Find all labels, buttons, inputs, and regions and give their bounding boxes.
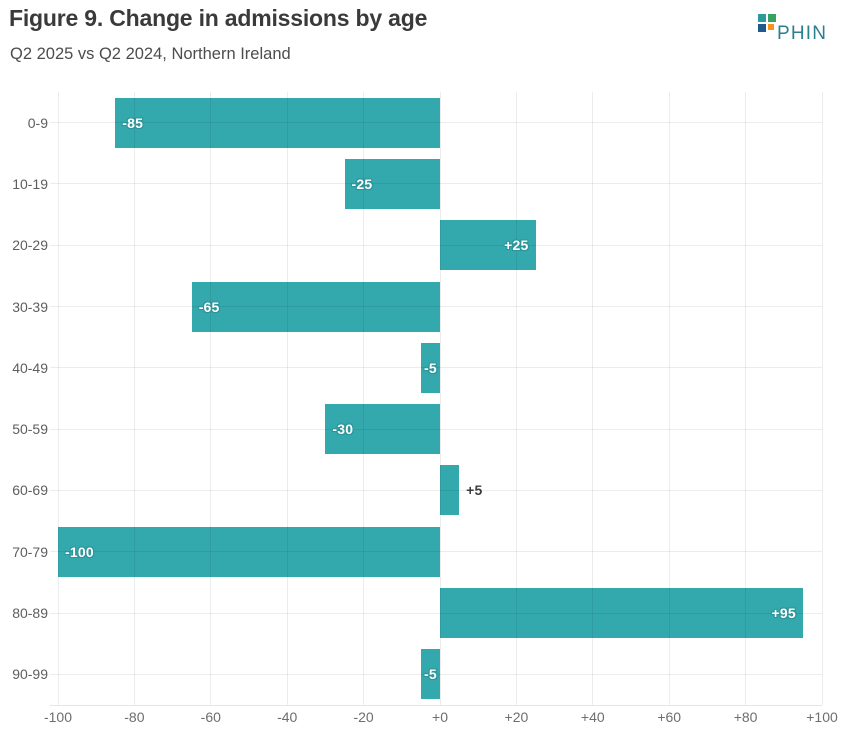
x-axis-label: +0 bbox=[432, 709, 448, 725]
gridline-vertical bbox=[745, 92, 747, 705]
x-axis-label: -40 bbox=[277, 709, 298, 725]
bar-value-label: -30 bbox=[332, 421, 354, 438]
bar-value-label: -85 bbox=[122, 114, 144, 131]
gridline-horizontal bbox=[50, 122, 822, 124]
phin-logo-icon bbox=[758, 14, 778, 34]
bar-value-label: -100 bbox=[65, 543, 94, 560]
phin-logo-text: PHIN bbox=[777, 23, 828, 44]
logo-square-blue bbox=[758, 24, 766, 32]
y-axis-label: 40-49 bbox=[12, 359, 48, 376]
x-axis-label: +60 bbox=[657, 709, 682, 725]
bar bbox=[440, 588, 803, 639]
bar bbox=[420, 649, 440, 700]
gridline-vertical bbox=[821, 92, 823, 705]
gridline-horizontal bbox=[50, 367, 822, 369]
gridline-horizontal bbox=[50, 306, 822, 308]
bar bbox=[58, 526, 440, 577]
x-axis-label: -60 bbox=[200, 709, 221, 725]
bar bbox=[325, 404, 440, 455]
y-axis-label: 60-69 bbox=[12, 482, 48, 499]
bar-value-label: -5 bbox=[424, 359, 437, 376]
x-axis-line bbox=[50, 705, 822, 706]
gridline-horizontal bbox=[50, 612, 822, 614]
bar-value-label: -65 bbox=[198, 298, 220, 315]
gridline-vertical bbox=[286, 92, 288, 705]
bar bbox=[191, 281, 440, 332]
gridline-vertical bbox=[210, 92, 212, 705]
gridline-horizontal bbox=[50, 551, 822, 553]
gridline-horizontal bbox=[50, 244, 822, 246]
y-axis-label: 50-59 bbox=[12, 421, 48, 438]
y-axis-label: 70-79 bbox=[12, 543, 48, 560]
x-axis-label: +80 bbox=[733, 709, 758, 725]
gridline-vertical bbox=[133, 92, 135, 705]
gridline-vertical bbox=[592, 92, 594, 705]
gridline-vertical bbox=[515, 92, 517, 705]
chart-title: Figure 9. Change in admissions by age bbox=[9, 5, 428, 31]
y-axis-label: 90-99 bbox=[12, 666, 48, 683]
logo-square-orange bbox=[768, 24, 774, 30]
y-axis-label: 80-89 bbox=[12, 605, 48, 622]
bar bbox=[115, 97, 440, 148]
gridline-vertical bbox=[439, 92, 441, 705]
gridline-horizontal bbox=[50, 673, 822, 675]
x-axis-label: -20 bbox=[353, 709, 374, 725]
bar bbox=[440, 465, 460, 516]
logo-square-green bbox=[768, 14, 776, 22]
x-axis-label: +100 bbox=[806, 709, 838, 725]
x-axis-label: +20 bbox=[504, 709, 529, 725]
x-axis-label: +40 bbox=[580, 709, 605, 725]
gridline-horizontal bbox=[50, 489, 822, 491]
gridline-vertical bbox=[363, 92, 365, 705]
y-axis-label: 30-39 bbox=[12, 298, 48, 315]
x-axis-label: -100 bbox=[43, 709, 73, 725]
chart-subtitle: Q2 2025 vs Q2 2024, Northern Ireland bbox=[10, 45, 291, 63]
bar-value-label: +95 bbox=[771, 605, 796, 622]
gridline-horizontal bbox=[50, 183, 822, 185]
bar-value-label: -5 bbox=[424, 666, 437, 683]
logo-square-teal bbox=[758, 14, 766, 22]
y-axis-label: 10-19 bbox=[12, 175, 48, 192]
bar-value-label: +5 bbox=[466, 482, 483, 499]
bar bbox=[420, 342, 440, 393]
gridline-vertical bbox=[57, 92, 59, 705]
bar-value-label: +25 bbox=[504, 237, 529, 254]
gridline-horizontal bbox=[50, 428, 822, 430]
bar bbox=[440, 220, 536, 271]
bar bbox=[344, 158, 440, 209]
x-axis-label: -80 bbox=[124, 709, 145, 725]
bar-value-label: -25 bbox=[351, 175, 373, 192]
gridline-vertical bbox=[668, 92, 670, 705]
phin-logo: PHIN bbox=[756, 12, 842, 46]
y-axis-label: 0-9 bbox=[27, 114, 48, 131]
y-axis-label: 20-29 bbox=[12, 237, 48, 254]
